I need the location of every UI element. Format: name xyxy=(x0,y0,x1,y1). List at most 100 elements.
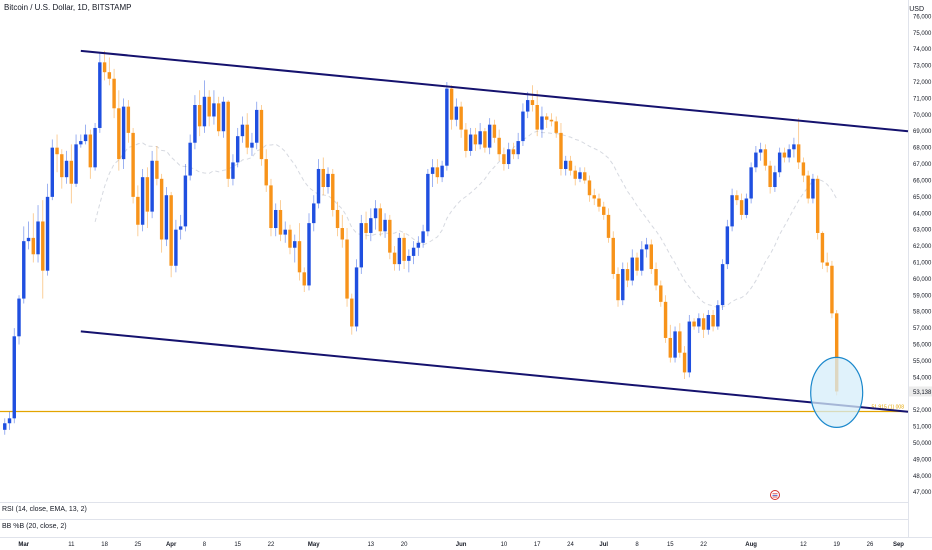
candle-body xyxy=(815,178,820,233)
candle-body xyxy=(26,237,31,242)
candle xyxy=(259,104,264,166)
candle xyxy=(725,219,730,270)
candle xyxy=(178,214,183,240)
candle-body xyxy=(307,223,311,286)
candle-body xyxy=(635,257,639,271)
candle-body xyxy=(549,119,554,122)
candle-body xyxy=(416,242,421,248)
candle-body xyxy=(578,172,582,179)
flag-icon[interactable] xyxy=(770,490,780,500)
candle xyxy=(411,241,416,265)
candle xyxy=(112,68,116,119)
candle-body xyxy=(231,162,235,179)
candle-body xyxy=(140,177,145,225)
price-tick-label: 73,000 xyxy=(913,64,932,70)
price-tick-label: 52,000 xyxy=(913,408,932,414)
candle-body xyxy=(511,149,516,155)
time-tick-label: Aug xyxy=(745,542,757,548)
candle-body xyxy=(369,218,373,233)
candle-body xyxy=(183,175,188,227)
candle-body xyxy=(468,134,473,151)
candle xyxy=(644,237,649,258)
time-tick-label: Apr xyxy=(166,542,177,548)
candle xyxy=(564,155,568,176)
candle xyxy=(331,168,335,217)
candle xyxy=(535,90,539,137)
candle-body xyxy=(411,247,416,256)
candle-body xyxy=(716,305,720,327)
candle xyxy=(312,195,316,232)
candle xyxy=(521,103,525,147)
highlight-circle[interactable] xyxy=(810,356,864,428)
candle xyxy=(630,249,634,286)
candle-body xyxy=(155,160,159,179)
candle-body xyxy=(316,168,321,204)
candle xyxy=(207,90,211,127)
candle-body xyxy=(354,267,359,327)
price-axis[interactable]: 47,00048,00049,00050,00051,00052,00053,0… xyxy=(909,14,932,496)
candle-body xyxy=(720,264,725,306)
candle-body xyxy=(255,109,259,143)
candle-body xyxy=(221,101,226,132)
candle xyxy=(663,295,668,343)
candle-body xyxy=(792,144,796,150)
candle xyxy=(335,201,340,237)
candle-body xyxy=(525,100,530,112)
candle-body xyxy=(79,141,83,145)
candle-body xyxy=(392,252,397,265)
candle-body xyxy=(250,142,254,148)
candle xyxy=(820,231,825,270)
candle xyxy=(559,123,563,176)
price-tick-label: 56,000 xyxy=(913,343,932,349)
descending-channel[interactable] xyxy=(80,49,909,413)
candle-body xyxy=(592,195,596,199)
candle-body xyxy=(673,331,677,358)
rsi-indicator-label[interactable]: RSI (14, close, EMA, 13, 2) xyxy=(2,506,87,513)
candle xyxy=(464,123,468,158)
price-tick-label: 61,000 xyxy=(913,260,932,266)
candle-body xyxy=(497,137,501,155)
candle-body xyxy=(663,301,668,338)
candle-body xyxy=(202,96,207,127)
channel-upper-line xyxy=(80,49,909,133)
candle-body xyxy=(264,159,268,186)
candle xyxy=(478,123,482,150)
candle-body xyxy=(212,103,216,117)
candle-body xyxy=(131,132,135,197)
candle xyxy=(825,252,829,273)
price-tick-label: 67,000 xyxy=(913,162,932,168)
highlight-ellipse xyxy=(810,356,864,428)
bb-indicator-label[interactable]: BB %B (20, close, 2) xyxy=(2,523,67,530)
candle xyxy=(483,127,487,153)
candle-body xyxy=(516,141,520,155)
candle-body xyxy=(725,226,730,265)
candle-body xyxy=(259,109,264,160)
candle-body xyxy=(64,160,69,178)
candle xyxy=(69,144,74,204)
candle xyxy=(98,52,102,133)
candle-body xyxy=(331,173,335,210)
price-tick-label: 58,000 xyxy=(913,310,932,316)
candle-body xyxy=(487,124,492,148)
candle xyxy=(678,323,682,358)
candle xyxy=(525,91,530,119)
candle-body xyxy=(98,62,102,128)
candle xyxy=(597,193,601,212)
candle xyxy=(673,326,677,363)
price-tick-label: 71,000 xyxy=(913,96,932,102)
candle-body xyxy=(782,152,787,158)
price-tick-label: 75,000 xyxy=(913,31,932,37)
candle-body xyxy=(606,214,611,238)
price-tick-label: 70,000 xyxy=(913,113,932,119)
candle xyxy=(221,96,226,138)
candle-body xyxy=(159,178,164,240)
time-axis[interactable]: Mar 11 18 25 Apr 8 15 22 May 13 20 Jun 10 17 24 Jul 8 15 2… xyxy=(18,542,904,548)
candle-body xyxy=(397,237,402,265)
candle-body xyxy=(787,149,791,158)
candle-body xyxy=(478,131,482,145)
price-tick-label: 69,000 xyxy=(913,129,932,135)
candle-body xyxy=(502,154,506,165)
time-tick-label: 20 xyxy=(401,542,408,548)
price-tick-label: 49,000 xyxy=(913,457,932,463)
